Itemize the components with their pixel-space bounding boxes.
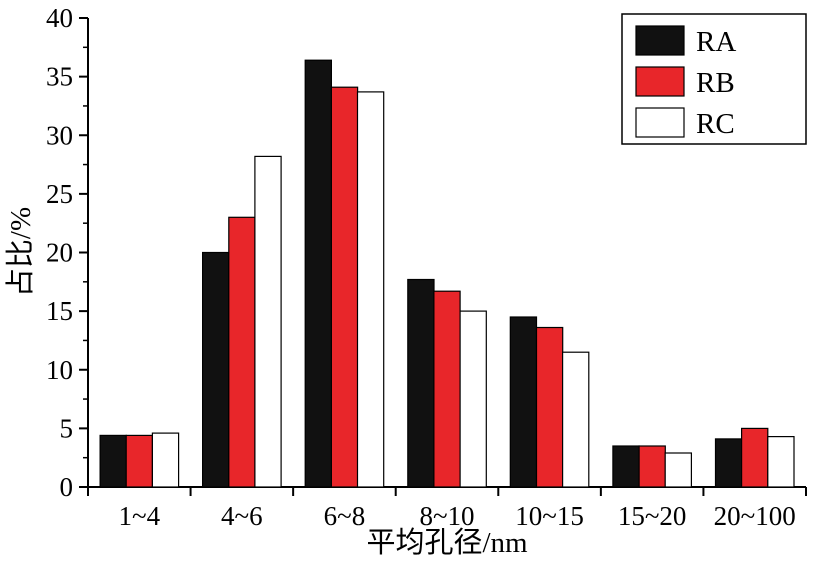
legend-swatch-rb (635, 66, 685, 97)
legend-label-ra: RA (696, 26, 736, 58)
bar-rc-2 (356, 91, 385, 488)
legend-label-rc: RC (696, 108, 735, 140)
x-tick-label: 8~10 (419, 501, 474, 531)
bar-ra-5 (612, 445, 640, 488)
bar-ra-0 (99, 434, 127, 488)
bar-ra-2 (304, 59, 333, 488)
x-tick-label: 20~100 (714, 501, 796, 531)
bar-rb-4 (535, 326, 564, 488)
y-tick-label: 30 (46, 120, 73, 150)
y-tick-label: 35 (46, 62, 73, 92)
bar-ra-4 (509, 316, 538, 488)
bar-rb-0 (125, 434, 153, 488)
bar-rb-5 (638, 445, 666, 488)
bar-ra-1 (202, 251, 230, 488)
x-tick-label: 10~15 (515, 501, 584, 531)
x-tick-label: 4~6 (221, 501, 263, 531)
x-tick-label: 6~8 (324, 501, 366, 531)
y-tick-label: 40 (46, 3, 73, 33)
legend-swatch-rc (635, 107, 685, 138)
x-tick-label: 1~4 (118, 501, 160, 531)
bar-rc-6 (767, 436, 795, 488)
bar-rb-3 (433, 290, 461, 488)
bar-rc-5 (664, 452, 693, 488)
bar-rb-6 (740, 427, 769, 488)
bar-rc-4 (561, 351, 590, 488)
bar-rb-2 (330, 86, 359, 488)
y-axis-title: 占比/% (4, 207, 37, 297)
y-tick-label: 20 (46, 238, 73, 268)
x-tick-label: 15~20 (618, 501, 687, 531)
y-tick-label: 25 (46, 179, 73, 209)
bar-rc-3 (459, 310, 487, 488)
y-tick-label: 10 (46, 355, 73, 385)
x-axis-title: 平均孔径/nm (366, 526, 528, 559)
legend-swatch-ra (635, 25, 685, 56)
y-tick-label: 0 (60, 472, 74, 502)
y-tick-label: 5 (60, 413, 74, 443)
bar-ra-6 (714, 438, 743, 488)
bar-rc-1 (254, 155, 282, 488)
bar-rb-1 (228, 216, 256, 488)
bar-rc-0 (151, 432, 180, 488)
y-tick-label: 15 (46, 296, 73, 326)
bar-ra-3 (407, 278, 435, 488)
legend-label-rb: RB (696, 67, 735, 99)
